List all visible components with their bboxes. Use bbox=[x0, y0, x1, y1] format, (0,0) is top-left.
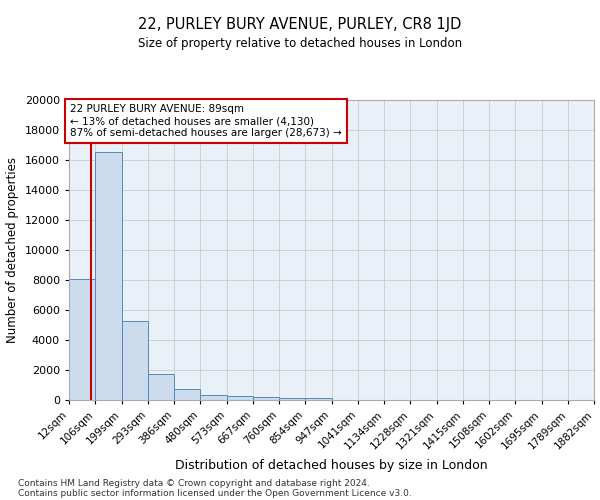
Text: 22, PURLEY BURY AVENUE, PURLEY, CR8 1JD: 22, PURLEY BURY AVENUE, PURLEY, CR8 1JD bbox=[139, 18, 461, 32]
Y-axis label: Number of detached properties: Number of detached properties bbox=[6, 157, 19, 343]
Bar bbox=[253, 397, 279, 400]
Bar bbox=[69, 278, 95, 400]
X-axis label: Distribution of detached houses by size in London: Distribution of detached houses by size … bbox=[175, 459, 488, 472]
Bar bbox=[305, 398, 331, 400]
Bar bbox=[200, 395, 227, 400]
Bar bbox=[148, 374, 174, 400]
Bar bbox=[227, 396, 253, 400]
Text: Size of property relative to detached houses in London: Size of property relative to detached ho… bbox=[138, 38, 462, 51]
Bar bbox=[121, 320, 148, 400]
Bar bbox=[174, 389, 200, 400]
Bar bbox=[95, 152, 121, 400]
Bar bbox=[279, 398, 305, 400]
Text: Contains HM Land Registry data © Crown copyright and database right 2024.: Contains HM Land Registry data © Crown c… bbox=[18, 478, 370, 488]
Text: 22 PURLEY BURY AVENUE: 89sqm
← 13% of detached houses are smaller (4,130)
87% of: 22 PURLEY BURY AVENUE: 89sqm ← 13% of de… bbox=[70, 104, 342, 138]
Text: Contains public sector information licensed under the Open Government Licence v3: Contains public sector information licen… bbox=[18, 488, 412, 498]
